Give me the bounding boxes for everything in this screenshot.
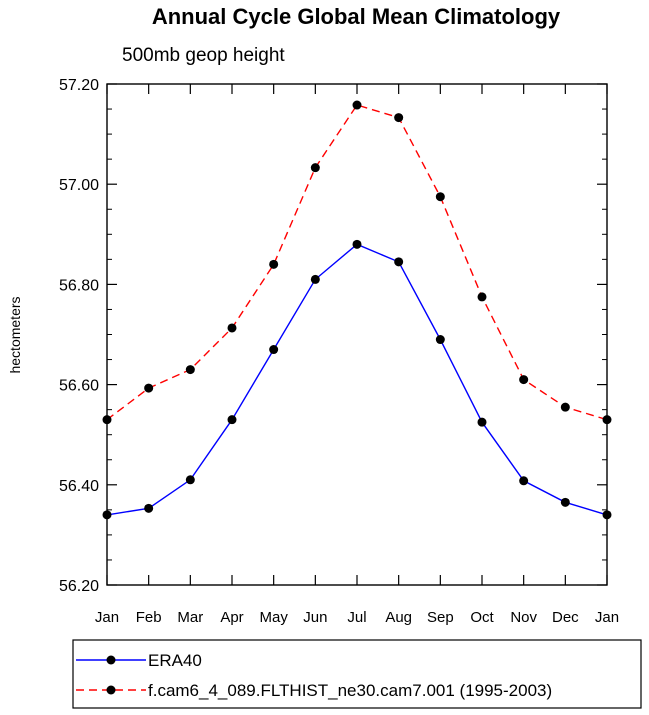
x-tick-label: Jul — [347, 609, 366, 626]
series-1-point — [144, 383, 154, 393]
series-0-point — [227, 415, 237, 425]
legend-label-0: ERA40 — [148, 651, 202, 670]
x-tick-label: Mar — [177, 609, 203, 626]
y-tick-labels: 56.20 56.40 56.60 56.80 57.00 57.20 — [59, 77, 99, 595]
series-1-point — [477, 292, 487, 302]
legend: ERA40 f.cam6_4_089.FLTHIST_ne30.cam7.001 … — [76, 651, 552, 700]
axis-ticks — [106, 83, 608, 586]
y-axis-label: hectometers — [7, 296, 23, 373]
series-1-point — [560, 402, 570, 412]
legend-box — [72, 639, 642, 709]
chart-title: Annual Cycle Global Mean Climatology — [152, 4, 561, 29]
series-1-point — [519, 375, 529, 385]
series-0-point — [310, 274, 320, 284]
x-tick-label: Feb — [136, 609, 162, 626]
x-tick-label: Aug — [385, 609, 412, 626]
series-1-point — [227, 323, 237, 333]
series-0-point — [519, 476, 529, 486]
y-tick-label: 56.20 — [59, 578, 99, 595]
x-tick-label: May — [259, 609, 288, 626]
legend-marker-0 — [106, 655, 116, 665]
series-1-point — [352, 100, 362, 110]
y-tick-label: 56.40 — [59, 478, 99, 495]
series-layer — [102, 100, 612, 520]
x-tick-label: Apr — [220, 609, 243, 626]
series-1-point — [310, 163, 320, 173]
series-0-point — [144, 503, 154, 513]
series-1-point — [185, 365, 195, 375]
x-tick-label: Nov — [510, 609, 537, 626]
chart-subtitle: 500mb geop height — [122, 45, 285, 66]
y-tick-label: 56.80 — [59, 277, 99, 294]
x-tick-label: Sep — [427, 609, 454, 626]
x-tick-label: Jan — [595, 609, 619, 626]
series-0-point — [394, 257, 404, 267]
series-line-1 — [106, 104, 608, 421]
x-tick-labels: Jan Feb Mar Apr May Jun Jul Aug Sep Oct Nov Dec Jan — [95, 609, 619, 626]
legend-marker-1 — [106, 685, 116, 695]
series-1-point — [269, 259, 279, 269]
series-0-point — [477, 417, 487, 427]
legend-label-1: f.cam6_4_089.FLTHIST_ne30.cam7.001 (1995… — [148, 681, 552, 700]
x-tick-label: Oct — [470, 609, 494, 626]
y-tick-label: 57.00 — [59, 177, 99, 194]
series-0-point — [435, 335, 445, 345]
plot-frame — [106, 83, 608, 586]
series-0-point — [269, 345, 279, 355]
series-0-point — [560, 497, 570, 507]
x-tick-label: Jan — [95, 609, 119, 626]
x-tick-label: Jun — [303, 609, 327, 626]
series-1-point — [394, 113, 404, 123]
y-tick-label: 56.60 — [59, 378, 99, 395]
x-tick-label: Dec — [552, 609, 579, 626]
series-1-point — [435, 192, 445, 202]
y-tick-label: 57.20 — [59, 77, 99, 94]
series-0-point — [352, 239, 362, 249]
series-0-point — [185, 475, 195, 485]
series-line-0 — [106, 243, 608, 516]
